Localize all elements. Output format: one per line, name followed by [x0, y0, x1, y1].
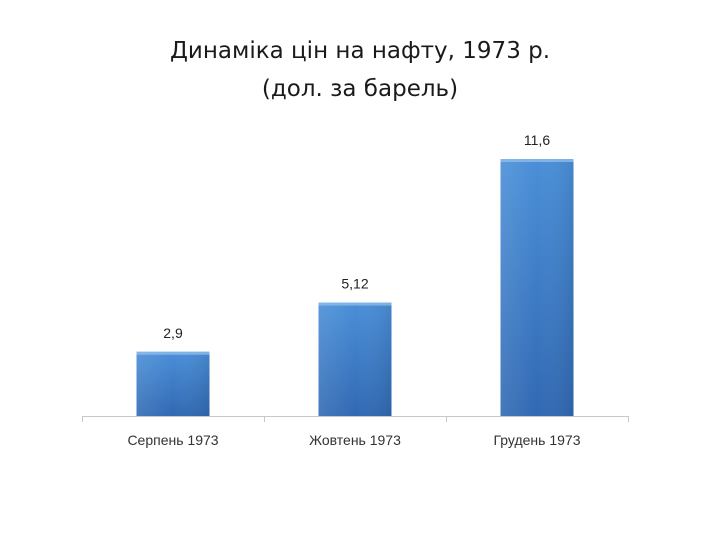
bar-sheen	[500, 159, 574, 416]
chart-title-line-2: (дол. за барель)	[261, 76, 459, 102]
bar-group	[500, 159, 574, 416]
bar-group	[136, 351, 210, 416]
data-label: 2,9	[163, 325, 183, 341]
bar-sheen	[136, 351, 210, 416]
chart-title: Динаміка цін на нафту, 1973 р. (дол. за …	[0, 32, 720, 108]
x-tick-label: Грудень 1973	[494, 432, 581, 448]
bar-group	[318, 302, 392, 416]
chart-title-line-1: Динаміка цін на нафту, 1973 р.	[169, 38, 551, 64]
bars-layer	[136, 159, 574, 416]
x-tick-label: Жовтень 1973	[309, 432, 401, 448]
bar-sheen	[318, 302, 392, 416]
bar-top-highlight	[500, 159, 574, 163]
data-label: 5,12	[341, 276, 368, 292]
bar-top-highlight	[318, 302, 392, 306]
x-tick-label: Серпень 1973	[127, 432, 218, 448]
data-label: 11,6	[524, 132, 550, 148]
labels-layer: 2,9 Серпень 1973 5,12 Жовтень 1973 11,6 Груде…	[127, 132, 580, 448]
x-axis-ticks	[82, 416, 629, 422]
bar-top-highlight	[136, 351, 210, 355]
